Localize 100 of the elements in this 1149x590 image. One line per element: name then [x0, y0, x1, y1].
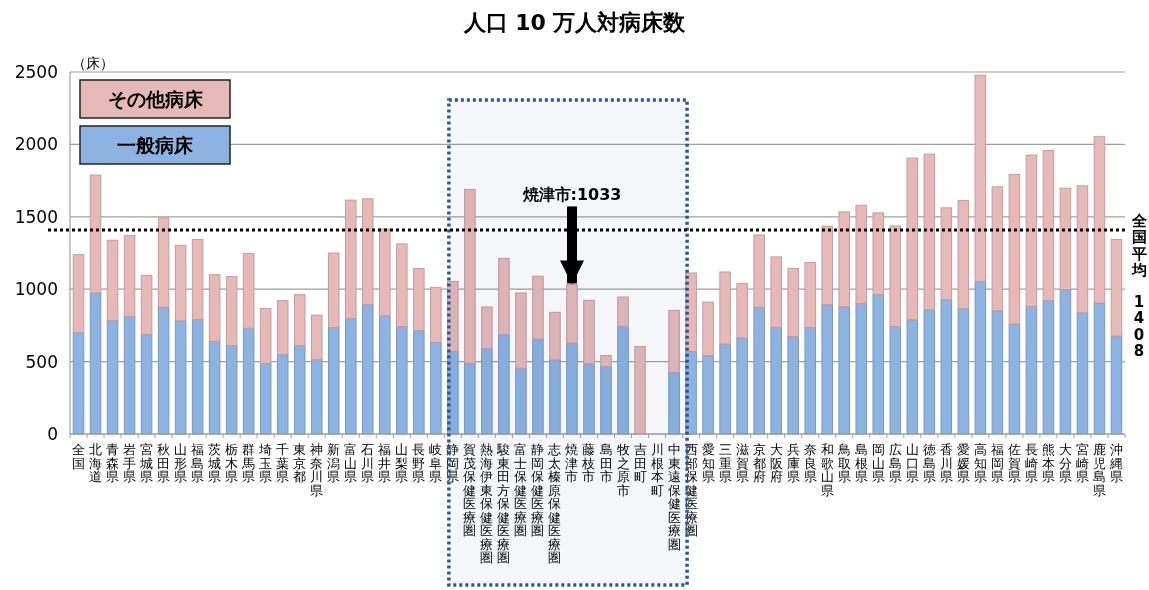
bar — [396, 243, 408, 327]
bar — [515, 367, 527, 435]
category-label: 熱海伊東保健医療圏 — [480, 442, 494, 565]
x-tick-label: 中東遠保健医療圏 — [667, 442, 681, 552]
bar — [702, 355, 714, 435]
bar — [174, 320, 187, 435]
ref-line-label: 全国平均 1408 — [1130, 212, 1148, 360]
bar — [123, 315, 136, 435]
bar — [1025, 305, 1038, 435]
x-tick-label: 藤枝市 — [581, 442, 596, 484]
x-tick-label: 秋田県 — [157, 442, 171, 484]
bar — [668, 309, 680, 374]
bar — [208, 340, 221, 435]
bar — [685, 350, 697, 435]
x-tick-label: 滋賀県 — [735, 442, 749, 484]
x-tick-label: 東京都 — [293, 442, 307, 484]
bar — [787, 267, 799, 338]
bar — [838, 211, 851, 308]
x-tick-label: 長野県 — [412, 442, 426, 484]
bar — [225, 276, 238, 347]
bar — [430, 286, 442, 343]
bar — [770, 326, 782, 435]
bar — [1093, 302, 1106, 435]
bar — [719, 271, 731, 345]
bar — [940, 299, 953, 435]
x-tick-label: 佐賀県 — [1007, 442, 1021, 484]
x-tick-label: 牧之原市 — [616, 442, 630, 498]
bar — [123, 235, 136, 317]
x-tick-label: 兵庫県 — [786, 442, 800, 484]
bar — [310, 314, 323, 361]
bar — [872, 293, 885, 435]
bar — [1008, 323, 1021, 435]
bar — [447, 350, 459, 435]
bar — [804, 261, 816, 328]
bar — [821, 304, 833, 435]
bar — [259, 307, 272, 364]
x-tick-label: 徳島県 — [922, 442, 936, 484]
y-tick-label: 2500 — [14, 62, 58, 82]
x-tick-label: 富士保健医療圏 — [514, 442, 528, 538]
x-tick-label: 長崎県 — [1024, 442, 1038, 484]
bar — [753, 306, 765, 435]
bar — [736, 337, 748, 435]
bar — [89, 174, 102, 294]
bar — [276, 300, 289, 355]
x-tick-label: 大阪府 — [769, 442, 783, 484]
bar — [106, 239, 119, 322]
bar — [498, 257, 510, 336]
x-tick-label: 山梨県 — [395, 442, 409, 484]
legend-item: 一般病床 — [79, 125, 231, 165]
x-tick-label: 富山県 — [344, 442, 358, 484]
bar — [447, 280, 459, 352]
bar — [327, 252, 340, 328]
bar — [855, 302, 868, 435]
bar — [515, 292, 527, 369]
bar — [1042, 299, 1055, 435]
x-tick-label: 茨城県 — [207, 442, 222, 484]
x-tick-label: 大分県 — [1058, 442, 1072, 484]
bar — [719, 343, 731, 435]
bar — [957, 307, 970, 435]
bar — [72, 254, 85, 333]
bar — [736, 282, 748, 339]
bar — [685, 272, 697, 352]
bar — [583, 299, 595, 365]
bar — [906, 319, 919, 435]
bar — [1110, 239, 1123, 337]
x-tick-label: 京都府 — [752, 442, 766, 484]
bar — [379, 228, 391, 317]
bar — [276, 354, 289, 435]
x-tick-label: 千葉県 — [276, 442, 290, 484]
bar — [855, 204, 868, 304]
bar — [583, 363, 595, 435]
bar — [344, 199, 357, 319]
annotation: 焼津市:1033 — [521, 185, 622, 205]
bar — [293, 294, 306, 347]
bar — [191, 318, 204, 435]
bar — [464, 188, 476, 364]
x-tick-label: 愛知県 — [701, 442, 715, 484]
x-tick-label: 群馬県 — [241, 442, 256, 484]
legend-item: その他病床 — [79, 79, 231, 119]
x-tick-label: 福井県 — [378, 442, 392, 484]
y-tick-label: 1500 — [14, 206, 58, 227]
x-tick-label: 神奈川県 — [310, 442, 324, 498]
bar — [600, 355, 612, 368]
bar — [1059, 187, 1072, 291]
bar — [259, 362, 272, 435]
bar — [940, 207, 953, 301]
bar — [804, 326, 816, 435]
x-tick-label: 北海道 — [89, 442, 103, 484]
bar — [344, 317, 357, 435]
bar — [991, 310, 1004, 435]
bar — [413, 330, 425, 435]
bar — [923, 153, 936, 311]
bar — [923, 309, 936, 435]
bar — [889, 325, 902, 435]
x-tick-label: 栃木県 — [225, 442, 239, 484]
bar — [1076, 185, 1089, 314]
x-tick-label: 福島県 — [191, 442, 205, 484]
bar — [838, 306, 851, 435]
chart-title: 人口 10 万人対病床数 — [462, 10, 687, 35]
x-tick-label: 島田市 — [599, 442, 613, 484]
